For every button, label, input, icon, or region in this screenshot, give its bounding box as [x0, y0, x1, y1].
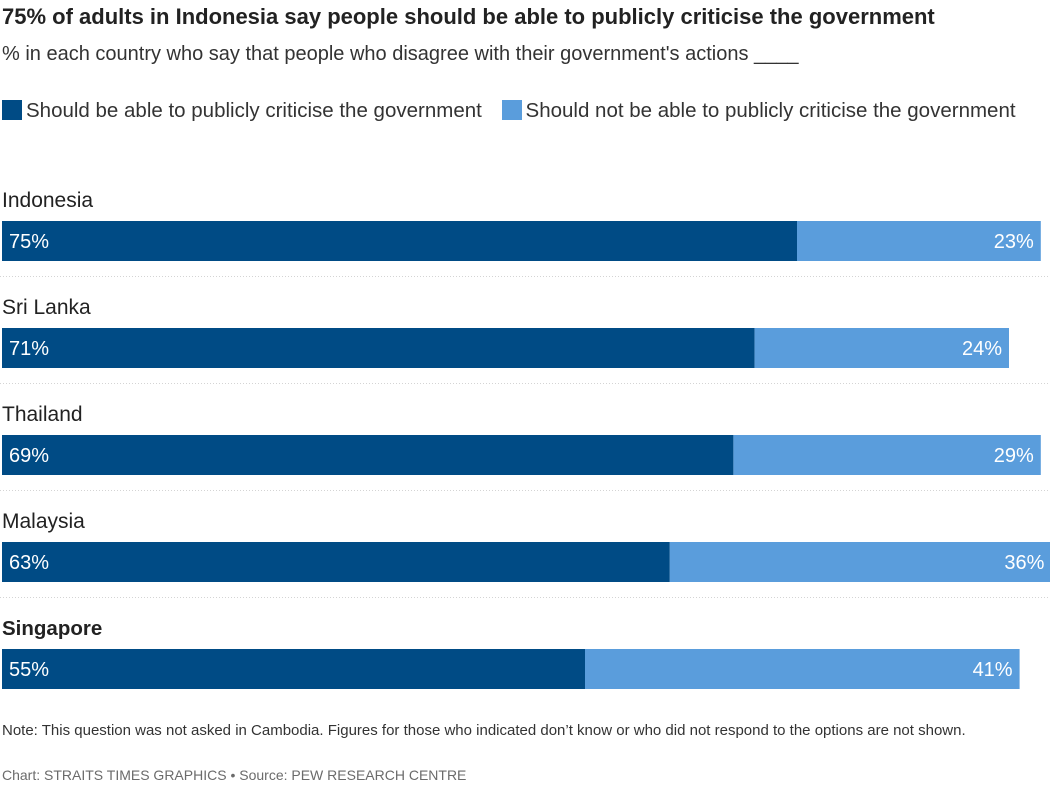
- category-label-indonesia: Indonesia: [2, 189, 93, 212]
- legend-item-should-not: Should not be able to publicly criticise…: [501, 99, 1016, 122]
- bar-should-sri-lanka: [2, 328, 755, 368]
- category-label-thailand: Thailand: [2, 403, 83, 426]
- data-label-should-not-sri-lanka: 24%: [962, 338, 1002, 360]
- bar-should-indonesia: [2, 221, 797, 261]
- chart-subtitle: % in each country who say that people wh…: [2, 43, 799, 65]
- bar-should-not-sri-lanka: [754, 328, 1009, 368]
- chart-credit: Chart: STRAITS TIMES GRAPHICS • Source: …: [2, 767, 467, 783]
- data-label-should-malaysia: 63%: [9, 552, 49, 574]
- category-label-singapore: Singapore: [2, 617, 102, 640]
- chart-title: 75% of adults in Indonesia say people sh…: [2, 4, 935, 29]
- data-label-should-thailand: 69%: [9, 445, 49, 467]
- legend-label-should: Should be able to publicly criticise the…: [26, 99, 482, 122]
- data-label-should-sri-lanka: 71%: [9, 338, 49, 360]
- bar-should-malaysia: [2, 542, 670, 582]
- bar-should-singapore: [2, 649, 585, 689]
- data-label-should-not-singapore: 41%: [973, 659, 1013, 681]
- legend-item-should: Should be able to publicly criticise the…: [2, 99, 488, 122]
- bar-should-thailand: [2, 435, 734, 475]
- bar-should-not-singapore: [585, 649, 1020, 689]
- legend-swatch-should-not: [501, 100, 522, 120]
- legend: Should be able to publicly criticise the…: [2, 92, 1042, 130]
- category-label-sri-lanka: Sri Lanka: [2, 296, 91, 319]
- data-label-should-not-indonesia: 23%: [994, 231, 1034, 253]
- data-label-should-not-thailand: 29%: [994, 445, 1034, 467]
- legend-label-should-not: Should not be able to publicly criticise…: [525, 99, 1016, 122]
- bar-should-not-indonesia: [797, 221, 1041, 261]
- data-label-should-singapore: 55%: [9, 659, 49, 681]
- bar-should-not-thailand: [733, 435, 1041, 475]
- data-label-should-indonesia: 75%: [9, 231, 49, 253]
- legend-swatch-should: [2, 100, 22, 120]
- stacked-bar-chart: Indonesia 75% 23% Sri Lanka 71% 24% Thailand 69…: [0, 189, 1050, 689]
- data-label-should-not-malaysia: 36%: [1004, 552, 1044, 574]
- chart-note: Note: This question was not asked in Cam…: [2, 722, 966, 739]
- bar-should-not-malaysia: [669, 542, 1050, 582]
- category-label-malaysia: Malaysia: [2, 510, 85, 533]
